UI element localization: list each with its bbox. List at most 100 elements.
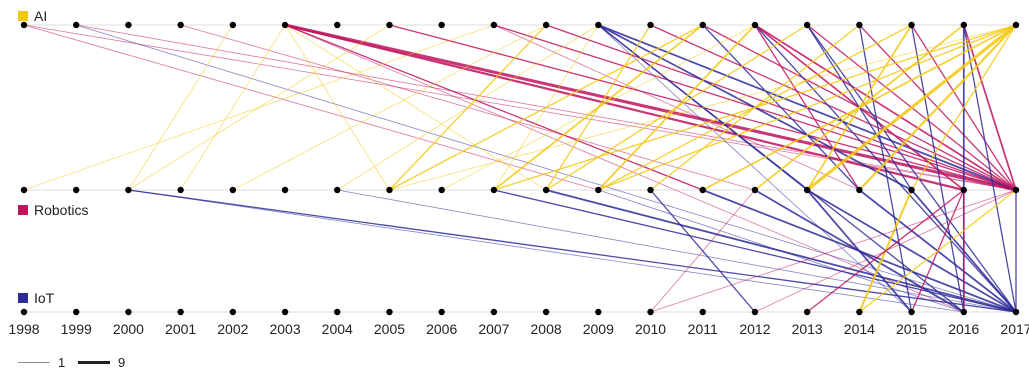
node-ai-2003 [281, 21, 289, 29]
row-label-ai: AI [18, 8, 47, 24]
year-label-2017: 2017 [1000, 321, 1029, 337]
link-ai-2003-to-robotics-2001 [180, 24, 286, 191]
link-ai-2003-to-robotics-2017 [284, 23, 1017, 192]
link-ai-2003-to-robotics-2016 [284, 23, 965, 192]
link-robotics-2017-to-iot-2012 [754, 189, 1017, 313]
year-label-2008: 2008 [530, 321, 562, 337]
node-iot-2010 [647, 308, 654, 316]
node-robotics-2014 [856, 186, 863, 194]
node-iot-2014 [856, 308, 863, 316]
year-label-2010: 2010 [634, 321, 667, 337]
row-label-ai-text: AI [34, 8, 48, 24]
year-label-2012: 2012 [739, 321, 771, 337]
node-robotics-2001 [177, 186, 184, 194]
year-label-2000: 2000 [112, 321, 144, 337]
year-label-2015: 2015 [896, 321, 928, 337]
year-label-2003: 2003 [269, 321, 301, 337]
link-ai-2014-to-iot-2015 [858, 24, 913, 313]
node-ai-2017 [1012, 21, 1020, 29]
node-ai-2010 [647, 21, 654, 29]
link-ai-2017-to-robotics-2013 [806, 23, 1017, 192]
year-label-2001: 2001 [165, 321, 197, 337]
node-robotics-2006 [438, 186, 445, 194]
year-label-2011: 2011 [687, 321, 718, 337]
link-ai-2017-to-robotics-2009 [598, 24, 1017, 191]
year-label-2002: 2002 [217, 321, 249, 337]
node-ai-2014 [856, 21, 863, 29]
node-iot-2017 [1012, 308, 1020, 316]
node-robotics-2000 [125, 186, 132, 194]
link-ai-2017-to-robotics-2007 [493, 24, 1017, 191]
node-robotics-2009 [595, 186, 602, 194]
year-label-2014: 2014 [843, 321, 875, 337]
link-ai-2008-to-robotics-2002 [232, 24, 547, 191]
node-iot-2009 [595, 308, 602, 316]
link-ai-2003-to-robotics-2008 [284, 24, 547, 191]
node-iot-2015 [908, 308, 915, 316]
node-robotics-2002 [229, 186, 237, 194]
legend-thin-line [18, 362, 50, 363]
node-robotics-1998 [20, 186, 28, 194]
node-ai-2008 [542, 21, 550, 29]
link-robotics-2017-to-iot-2014 [858, 189, 1017, 313]
link-robotics-2013-to-iot-2015 [806, 189, 913, 313]
row-baselines [24, 24, 1016, 313]
node-robotics-2012 [751, 186, 759, 194]
link-ai-1998-to-robotics-2009 [23, 24, 599, 191]
node-iot-2000 [125, 308, 132, 316]
node-robotics-2017 [1012, 186, 1020, 194]
node-robotics-2003 [281, 186, 289, 194]
node-iot-2002 [229, 308, 237, 316]
node-iot-2005 [386, 308, 393, 316]
node-robotics-2008 [542, 186, 550, 194]
node-ai-2015 [908, 21, 915, 29]
legend-min: 1 [18, 355, 65, 370]
node-iot-1998 [20, 308, 28, 316]
link-ai-2002-to-robotics-2000 [128, 24, 234, 191]
legend-max: 9 [78, 355, 125, 370]
row-label-robotics: Robotics [18, 202, 88, 218]
link-ai-2017-to-robotics-2005 [389, 24, 1017, 191]
link-ai-2003-to-iot-2016 [284, 24, 964, 313]
node-ai-2000 [125, 21, 132, 29]
link-ai-2007-to-robotics-1998 [23, 24, 495, 191]
link-ai-2009-to-iot-2015 [598, 24, 912, 313]
node-robotics-1999 [73, 186, 80, 194]
year-label-2005: 2005 [373, 321, 406, 337]
row-label-iot-text: IoT [34, 290, 55, 306]
robotics-swatch [18, 205, 28, 215]
iot-swatch [18, 293, 28, 303]
year-label-2013: 2013 [791, 321, 823, 337]
node-robotics-2010 [647, 186, 654, 194]
node-iot-2003 [281, 308, 289, 316]
legend-thick-line [78, 361, 110, 364]
legend-min-label: 1 [58, 355, 66, 370]
link-robotics-2017-to-iot-2010 [650, 189, 1017, 313]
node-ai-2005 [386, 21, 393, 29]
node-ai-2002 [229, 21, 237, 29]
link-robotics-2012-to-iot-2010 [650, 189, 756, 313]
node-robotics-2015 [908, 186, 915, 194]
node-iot-2001 [177, 308, 184, 316]
link-robotics-2000-to-iot-2016 [128, 189, 964, 313]
node-ai-2016 [960, 21, 967, 29]
ai-swatch [18, 11, 28, 21]
link-ai-2011-to-robotics-2005 [389, 24, 704, 191]
node-iot-2006 [438, 308, 445, 316]
year-label-2004: 2004 [321, 321, 353, 337]
year-label-1999: 1999 [60, 321, 92, 337]
node-robotics-2011 [699, 186, 706, 194]
node-iot-2008 [542, 308, 550, 316]
legend-max-label: 9 [118, 355, 126, 370]
link-ai-2003-to-robotics-2005 [284, 24, 390, 191]
node-iot-2007 [490, 308, 498, 316]
node-iot-2004 [334, 308, 341, 316]
row-label-iot: IoT [18, 290, 54, 306]
node-iot-2011 [699, 308, 706, 316]
link-ai-2013-to-iot-2017 [806, 24, 1017, 313]
year-label-2007: 2007 [478, 321, 510, 337]
node-robotics-2007 [490, 186, 498, 194]
node-iot-2013 [803, 308, 811, 316]
node-ai-2011 [699, 21, 706, 29]
